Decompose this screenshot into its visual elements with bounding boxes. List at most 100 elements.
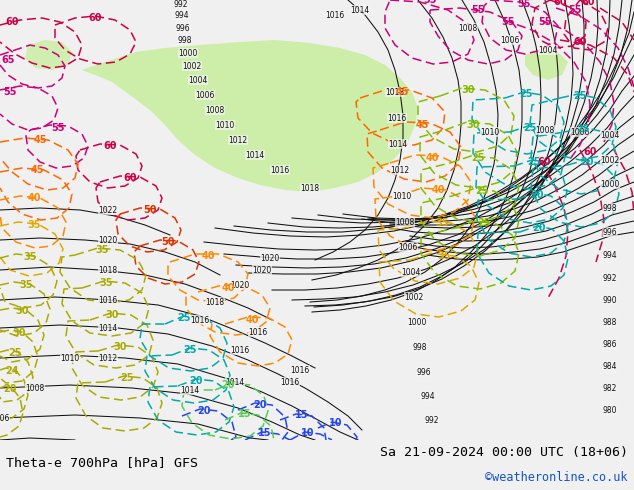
Text: 998: 998 [178,35,192,45]
Text: 55: 55 [568,5,582,15]
Text: 20: 20 [533,223,546,233]
Text: 1016: 1016 [98,295,118,304]
Text: 60: 60 [5,17,19,27]
Text: 25: 25 [519,89,533,99]
Text: 994: 994 [175,10,190,20]
Text: 60: 60 [88,13,101,23]
Text: 35: 35 [19,280,33,290]
Text: 1008: 1008 [535,125,555,134]
Text: 1016: 1016 [230,345,250,354]
Text: 24: 24 [5,366,19,376]
Text: 1006: 1006 [398,243,418,251]
Text: 996: 996 [176,24,190,32]
Text: 45: 45 [33,135,47,145]
Text: 1002: 1002 [183,62,202,71]
Text: 15: 15 [258,428,272,438]
Text: 30: 30 [15,306,29,316]
Text: 1008: 1008 [25,384,44,392]
Text: 55: 55 [538,17,552,27]
Polygon shape [525,50,568,80]
Text: 10: 10 [301,428,314,438]
Text: 55: 55 [501,17,515,27]
Text: 1018: 1018 [98,266,117,274]
Text: 25: 25 [471,153,485,163]
Text: 1012: 1012 [228,136,247,145]
Text: 40: 40 [245,315,259,325]
Text: 1014: 1014 [389,140,408,148]
Text: 30: 30 [12,328,26,338]
Text: 1006: 1006 [571,127,590,137]
Text: 982: 982 [603,384,617,392]
Text: 1012: 1012 [98,353,117,363]
Text: 1022: 1022 [98,205,117,215]
Text: 45: 45 [30,165,44,175]
Text: 25: 25 [576,124,590,134]
Text: 1002: 1002 [600,155,619,165]
Text: 1018: 1018 [385,88,404,97]
Text: 35: 35 [23,252,37,262]
Text: 994: 994 [421,392,436,400]
Polygon shape [25,40,72,70]
Text: 20: 20 [530,190,544,200]
Text: 992: 992 [425,416,439,424]
Text: 996: 996 [417,368,431,376]
Text: 984: 984 [603,362,618,370]
Text: 25: 25 [183,345,197,355]
Text: 25: 25 [527,157,541,167]
Text: 1000: 1000 [178,49,198,57]
Text: 55: 55 [3,87,16,97]
Text: 992: 992 [603,273,618,283]
Text: 1004: 1004 [600,130,619,140]
Text: 55: 55 [51,123,65,133]
Text: 1014: 1014 [245,150,264,160]
Text: 60: 60 [573,37,586,47]
Text: 1016: 1016 [290,366,309,374]
Text: 988: 988 [603,318,617,326]
Polygon shape [82,40,418,192]
Text: 1006: 1006 [500,35,520,45]
Text: 1016: 1016 [387,114,406,122]
Text: 1010: 1010 [481,127,500,137]
Text: 35: 35 [95,245,109,255]
Text: Theta-e 700hPa [hPa] GFS: Theta-e 700hPa [hPa] GFS [6,456,198,469]
Text: 998: 998 [603,203,618,213]
Text: 20: 20 [580,157,594,167]
Text: 60: 60 [537,157,551,167]
Text: 20: 20 [253,400,267,410]
Text: 25: 25 [120,373,134,383]
Text: 1016: 1016 [190,316,210,324]
Text: 55: 55 [517,0,531,9]
Text: 996: 996 [603,227,618,237]
Text: 60: 60 [553,0,567,7]
Text: 1020: 1020 [230,280,250,290]
Text: 25: 25 [476,186,489,196]
Text: 20: 20 [197,406,210,416]
Text: 1018: 1018 [205,297,224,307]
Text: 20: 20 [190,376,203,386]
Text: 1004: 1004 [188,75,208,84]
Text: 1016: 1016 [270,166,290,174]
Text: 1010: 1010 [216,121,235,129]
Text: 992: 992 [174,0,188,8]
Text: 40: 40 [431,185,444,195]
Text: 1004: 1004 [538,46,558,54]
Text: 45: 45 [395,87,409,97]
Text: 1014: 1014 [351,5,370,15]
Text: 15: 15 [238,409,252,419]
Text: 35: 35 [27,220,41,230]
Text: Sa 21-09-2024 00:00 UTC (18+06): Sa 21-09-2024 00:00 UTC (18+06) [380,446,628,459]
Text: 65: 65 [1,55,15,65]
Text: 40: 40 [425,153,439,163]
Text: 1018: 1018 [301,183,320,193]
Text: 30: 30 [466,120,480,130]
Text: 25: 25 [477,218,491,228]
Text: 25: 25 [573,91,586,101]
Text: 1014: 1014 [225,377,245,387]
Text: 55: 55 [424,0,437,5]
Text: 20: 20 [221,380,235,390]
Text: 1012: 1012 [391,166,410,174]
Text: 35: 35 [437,251,451,261]
Text: 60: 60 [583,147,597,157]
Text: 40: 40 [27,193,41,203]
Text: 994: 994 [603,250,618,260]
